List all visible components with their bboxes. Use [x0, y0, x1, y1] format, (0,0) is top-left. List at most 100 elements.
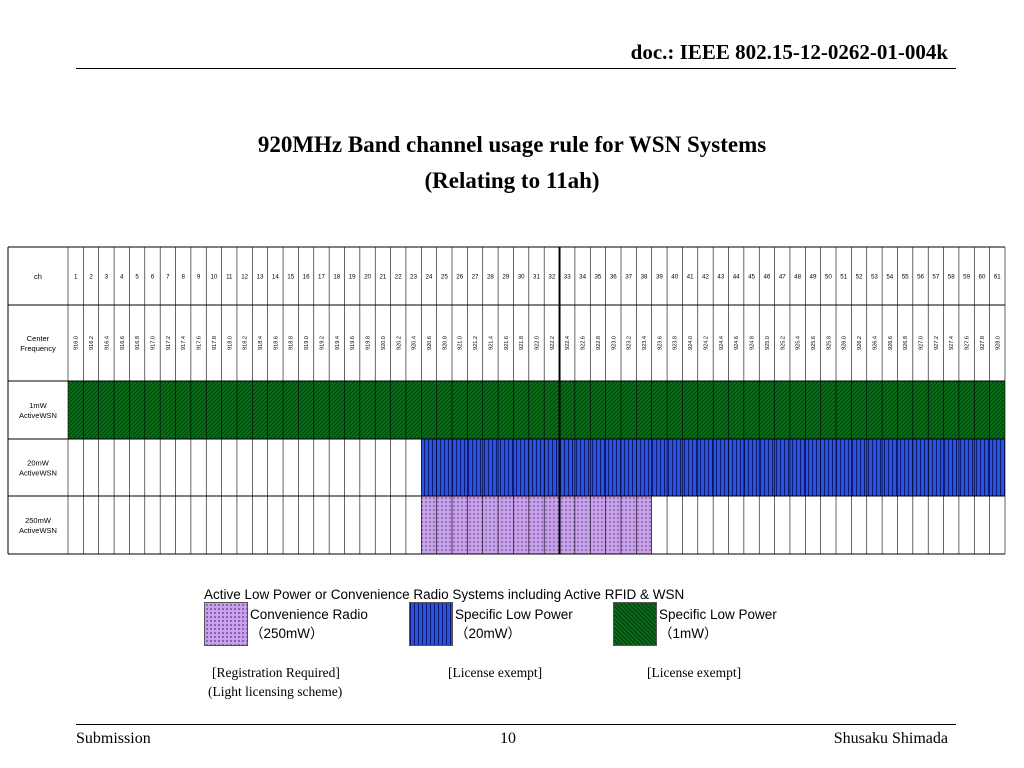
channel-number: 5	[135, 274, 139, 281]
center-frequency: 928.0	[995, 336, 1001, 350]
channel-number: 43	[717, 274, 724, 281]
channel-number: 58	[948, 274, 955, 281]
channel-number: 13	[257, 274, 264, 281]
center-frequency: 918.8	[289, 336, 295, 350]
channel-number: 28	[487, 274, 494, 281]
note-light-licensing: (Light licensing scheme)	[208, 684, 343, 699]
center-frequency: 926.2	[857, 336, 863, 350]
row-label: ActiveWSN	[19, 411, 57, 420]
channel-number: 21	[379, 274, 386, 281]
channel-number: 22	[395, 274, 402, 281]
channel-number: 47	[779, 274, 786, 281]
channel-number: 46	[763, 274, 770, 281]
center-frequency: 916.2	[89, 336, 95, 350]
channel-number: 56	[917, 274, 924, 281]
channel-number: 45	[748, 274, 755, 281]
center-frequency: 924.8	[750, 336, 756, 350]
row-label: ActiveWSN	[19, 526, 57, 535]
channel-number: 6	[151, 274, 155, 281]
center-frequency: 917.4	[181, 336, 187, 350]
legend-power-1mw: （1mW）	[659, 626, 718, 641]
allocation-250mw	[421, 496, 652, 554]
channel-number: 11	[226, 274, 233, 281]
center-frequency: 916.8	[135, 336, 141, 350]
center-frequency: 927.4	[949, 336, 955, 350]
channel-number: 54	[886, 274, 893, 281]
center-frequency: 920.2	[396, 336, 402, 350]
center-frequency: 919.2	[319, 336, 325, 350]
legend-swatch-20mw	[409, 602, 453, 646]
header-rule	[76, 68, 956, 69]
channel-number: 38	[641, 274, 648, 281]
legend-label-specific-low-power-1mw: Specific Low Power	[659, 607, 777, 622]
channel-number: 7	[166, 274, 170, 281]
channel-number: 36	[610, 274, 617, 281]
channel-number: 3	[105, 274, 109, 281]
channel-number: 49	[810, 274, 817, 281]
row-label: Frequency	[20, 344, 56, 353]
channel-number: 41	[687, 274, 694, 281]
channel-number: 31	[533, 274, 540, 281]
row-label: ActiveWSN	[19, 469, 57, 478]
center-frequency: 920.0	[381, 336, 387, 350]
channel-number: 35	[594, 274, 601, 281]
center-frequency: 919.4	[335, 336, 341, 350]
note-license-exempt-20mw: [License exempt]	[448, 665, 543, 680]
center-frequency: 925.4	[796, 336, 802, 350]
center-frequency: 920.8	[442, 336, 448, 350]
center-frequency: 925.6	[811, 336, 817, 350]
row-label: 250mW	[25, 516, 52, 525]
channel-number: 30	[518, 274, 525, 281]
center-frequency: 916.0	[74, 336, 80, 350]
footer-author: Shusaku Shimada	[833, 730, 948, 747]
center-frequency: 927.8	[980, 336, 986, 350]
center-frequency: 927.2	[934, 336, 940, 350]
channel-number: 40	[671, 274, 678, 281]
note-registration-required: [Registration Required]	[212, 665, 340, 680]
channel-number: 25	[441, 274, 448, 281]
center-frequency: 923.0	[611, 336, 617, 350]
center-frequency: 921.8	[519, 336, 525, 350]
channel-number: 26	[456, 274, 463, 281]
channel-number: 17	[318, 274, 325, 281]
channel-number: 50	[825, 274, 832, 281]
channel-number: 53	[871, 274, 878, 281]
center-frequency: 921.6	[504, 336, 510, 350]
center-frequency: 922.2	[550, 336, 556, 350]
row-label: Center	[27, 334, 50, 343]
center-frequency: 922.8	[596, 336, 602, 350]
center-frequency: 923.2	[627, 336, 633, 350]
center-frequency: 916.6	[120, 336, 126, 350]
center-frequency: 922.0	[535, 336, 541, 350]
channel-number: 48	[794, 274, 801, 281]
center-frequency: 918.4	[258, 336, 264, 350]
center-frequency: 924.2	[703, 336, 709, 350]
center-frequency: 919.0	[304, 336, 310, 350]
center-frequency: 918.2	[243, 336, 249, 350]
center-frequency: 917.6	[197, 336, 203, 350]
center-frequency: 918.0	[227, 336, 233, 350]
channel-number: 59	[963, 274, 970, 281]
channel-number: 14	[272, 274, 279, 281]
legend-power-250mw: （250mW）	[250, 626, 324, 641]
channel-number: 51	[840, 274, 847, 281]
channel-number: 55	[902, 274, 909, 281]
center-frequency: 919.6	[350, 336, 356, 350]
channel-number: 33	[564, 274, 571, 281]
center-frequency: 925.0	[765, 336, 771, 350]
channel-number: 24	[426, 274, 433, 281]
slide-title: 920MHz Band channel usage rule for WSN S…	[257, 132, 767, 157]
footer-rule	[76, 724, 956, 725]
row-label: ch	[34, 272, 42, 281]
page-number: 10	[500, 730, 516, 747]
footer-submission: Submission	[76, 730, 151, 747]
channel-number: 20	[364, 274, 371, 281]
channel-number: 23	[410, 274, 417, 281]
legend-label-convenience-radio: Convenience Radio	[250, 607, 368, 622]
channel-number: 18	[333, 274, 340, 281]
legend-label-specific-low-power-20mw: Specific Low Power	[455, 607, 573, 622]
center-frequency: 920.6	[427, 336, 433, 350]
center-frequency: 924.0	[688, 336, 694, 350]
channel-number: 27	[472, 274, 479, 281]
